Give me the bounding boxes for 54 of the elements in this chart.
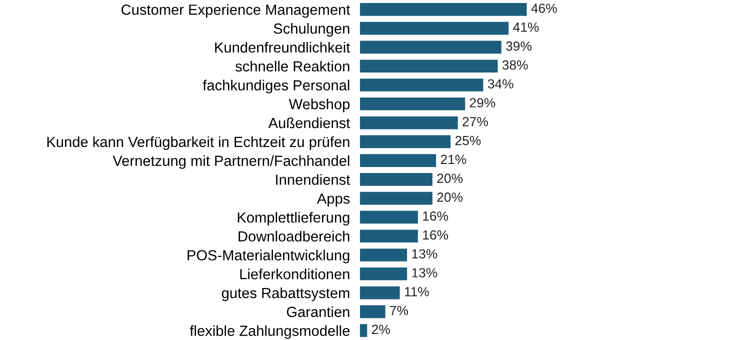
- data-label: 13%: [412, 268, 438, 278]
- data-label: 41%: [513, 22, 539, 32]
- bar: [360, 40, 502, 54]
- y-tick-label: Downloadbereich: [238, 230, 350, 242]
- bar: [360, 248, 408, 262]
- data-label: 20%: [437, 174, 463, 183]
- data-label: 2%: [372, 324, 390, 334]
- bar: [360, 324, 368, 337]
- data-label: 25%: [455, 136, 481, 146]
- bar: [360, 3, 527, 16]
- data-label: 11%: [404, 287, 429, 296]
- data-label: 7%: [390, 306, 408, 316]
- data-label: 20%: [437, 192, 463, 202]
- y-tick-label: POS-Materialentwicklung: [188, 250, 350, 264]
- bar: [360, 116, 458, 130]
- y-tick-label: Kunde kann Verfügbarkeit in Echtzeit zu prüfen: [47, 136, 350, 150]
- y-tick-label: Innendienst: [276, 174, 350, 185]
- y-tick-label: Komplettlieferung: [238, 212, 350, 226]
- data-label: 16%: [423, 230, 448, 240]
- bar: [360, 173, 432, 186]
- y-tick-label: Lieferkonditionen: [240, 268, 350, 280]
- y-tick-label: gutes Rabattsystem: [222, 287, 350, 302]
- y-tick-label: schnelle Reaktion: [235, 60, 350, 72]
- bar: [360, 305, 386, 318]
- y-tick-label: Schulungen: [274, 23, 350, 37]
- bar: [360, 286, 400, 300]
- bar: [360, 192, 432, 205]
- bar: [360, 230, 418, 243]
- bar: [360, 135, 451, 148]
- data-label: 38%: [502, 60, 528, 70]
- data-label: 29%: [470, 98, 496, 108]
- data-label: 16%: [423, 211, 448, 221]
- data-label: 39%: [506, 41, 532, 51]
- bar: [360, 154, 436, 167]
- bar: [360, 60, 498, 73]
- bar: [360, 210, 418, 224]
- y-tick-label: Customer Experience Management: [122, 4, 350, 18]
- y-tick-label: Kundenfreundlichkeit: [215, 42, 350, 53]
- data-label: 27%: [462, 116, 488, 126]
- bar: [360, 22, 509, 35]
- data-label: 46%: [531, 4, 557, 13]
- y-tick-label: Außendienst: [268, 117, 350, 128]
- bar: [360, 267, 408, 280]
- y-tick-label: Apps: [316, 194, 350, 207]
- y-tick-label: fachkundiges Personal: [202, 80, 350, 94]
- y-tick-label: Webshop: [288, 98, 350, 112]
- bar: [360, 97, 466, 110]
- y-tick-label: Garantien: [286, 306, 350, 318]
- bar: [360, 78, 484, 92]
- data-label: 21%: [440, 154, 466, 164]
- y-tick-label: flexible Zahlungsmodelle: [190, 325, 350, 339]
- y-tick-label: Vernetzung mit Partnern/Fachhandel: [112, 155, 350, 169]
- data-label: 13%: [412, 249, 438, 259]
- data-label: 34%: [488, 79, 514, 89]
